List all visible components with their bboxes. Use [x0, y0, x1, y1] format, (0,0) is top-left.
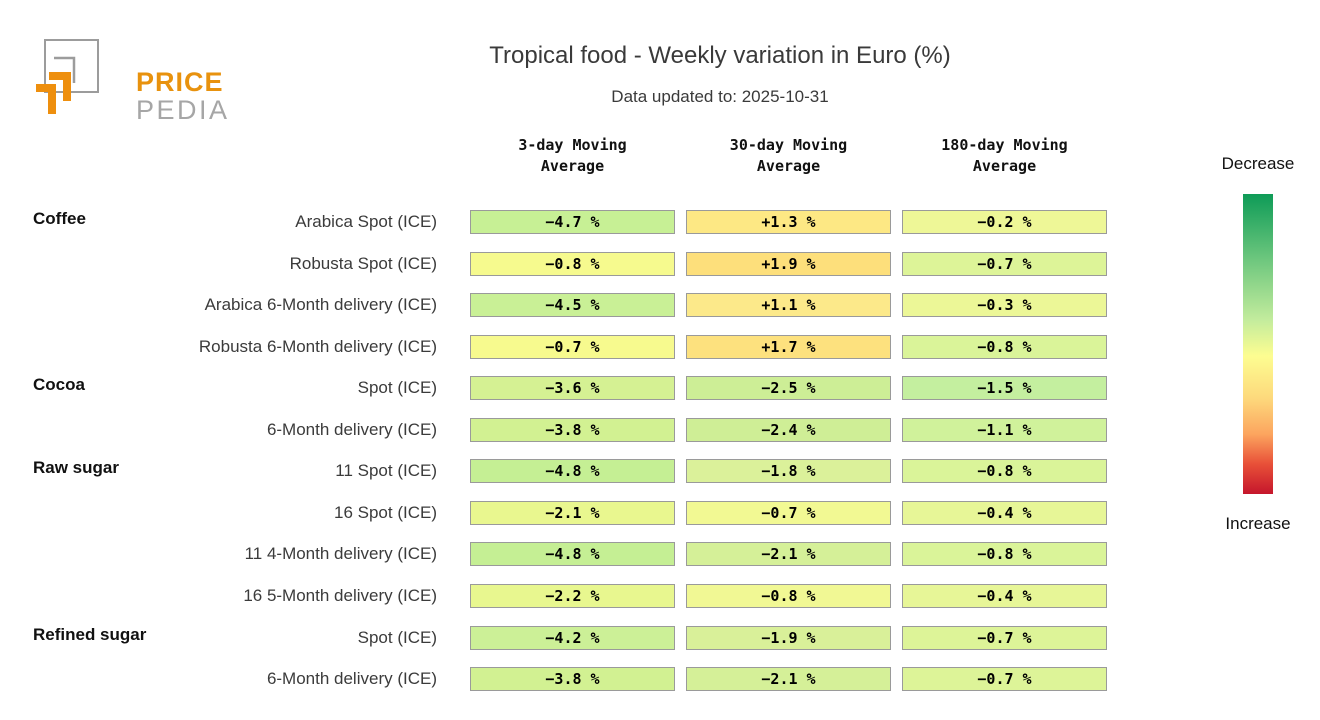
heatmap-cell: −0.7 % — [686, 501, 891, 525]
heatmap-cell: −2.1 % — [470, 501, 675, 525]
heatmap-cell: −0.4 % — [902, 584, 1107, 608]
column-header: 180-day Moving Average — [941, 136, 1068, 175]
heatmap-cell: −0.8 % — [470, 252, 675, 276]
heatmap-cell: −0.7 % — [902, 667, 1107, 691]
heatmap-cell: −4.5 % — [470, 293, 675, 317]
row-label: Arabica Spot (ICE) — [295, 212, 437, 231]
row-label: Robusta Spot (ICE) — [289, 254, 437, 273]
row-label: Robusta 6-Month delivery (ICE) — [198, 337, 437, 356]
legend-gradient-bar — [1243, 194, 1273, 494]
row-label: 6-Month delivery (ICE) — [266, 669, 437, 688]
heatmap-cell: −4.2 % — [470, 626, 675, 650]
row-label: Arabica 6-Month delivery (ICE) — [204, 295, 437, 314]
row-label: 11 4-Month delivery (ICE) — [244, 544, 437, 563]
heatmap-cell: −0.8 % — [902, 335, 1107, 359]
heatmap-cell: −2.2 % — [470, 584, 675, 608]
heatmap-cell: −2.5 % — [686, 376, 891, 400]
heatmap-cell: −0.2 % — [902, 210, 1107, 234]
column-header: 3-day Moving Average — [518, 136, 627, 175]
heatmap-cell: −1.1 % — [902, 418, 1107, 442]
heatmap-cell: −4.7 % — [470, 210, 675, 234]
heatmap-cell: −0.8 % — [902, 542, 1107, 566]
heatmap-cell: −1.8 % — [686, 459, 891, 483]
heatmap-cell: −2.4 % — [686, 418, 891, 442]
heatmap-cell: −1.5 % — [902, 376, 1107, 400]
heatmap-cell: +1.9 % — [686, 252, 891, 276]
heatmap-cell: −0.7 % — [902, 626, 1107, 650]
row-label: 16 5-Month delivery (ICE) — [243, 586, 437, 605]
heatmap-cell: −2.1 % — [686, 667, 891, 691]
heatmap-cell: −0.4 % — [902, 501, 1107, 525]
heatmap-cell: −0.7 % — [902, 252, 1107, 276]
category-label: Coffee — [33, 209, 86, 228]
heatmap-cell: −3.8 % — [470, 418, 675, 442]
logo: PRICE PEDIA — [33, 30, 283, 124]
row-label: 6-Month delivery (ICE) — [266, 420, 437, 439]
heatmap-cell: −4.8 % — [470, 542, 675, 566]
chart-title: Tropical food - Weekly variation in Euro… — [489, 42, 951, 69]
category-label: Cocoa — [33, 375, 85, 394]
brand-pedia: PEDIA — [136, 95, 230, 125]
legend-increase-label: Increase — [1225, 514, 1291, 533]
row-label: 16 Spot (ICE) — [334, 503, 437, 522]
category-label: Raw sugar — [33, 458, 119, 477]
row-label: Spot (ICE) — [357, 628, 437, 647]
pricepedia-logo-icon — [36, 39, 99, 114]
heatmap-cell: −2.1 % — [686, 542, 891, 566]
heatmap-cell: +1.3 % — [686, 210, 891, 234]
heatmap-cell: −0.3 % — [902, 293, 1107, 317]
heatmap-cell: −0.8 % — [902, 459, 1107, 483]
heatmap-cell: −0.8 % — [686, 584, 891, 608]
chart-subtitle: Data updated to: 2025-10-31 — [611, 87, 829, 106]
legend-decrease-label: Decrease — [1221, 154, 1295, 173]
brand-price: PRICE — [136, 67, 224, 97]
category-label: Refined sugar — [33, 625, 147, 644]
column-header: 30-day Moving Average — [729, 136, 848, 175]
heatmap-cell: −0.7 % — [470, 335, 675, 359]
row-label: Spot (ICE) — [357, 378, 437, 397]
heatmap-cell: +1.1 % — [686, 293, 891, 317]
row-label: 11 Spot (ICE) — [335, 461, 437, 480]
heatmap-cell: +1.7 % — [686, 335, 891, 359]
heatmap-cell: −3.6 % — [470, 376, 675, 400]
heatmap-cell: −1.9 % — [686, 626, 891, 650]
heatmap-cell: −3.8 % — [470, 667, 675, 691]
heatmap-cell: −4.8 % — [470, 459, 675, 483]
